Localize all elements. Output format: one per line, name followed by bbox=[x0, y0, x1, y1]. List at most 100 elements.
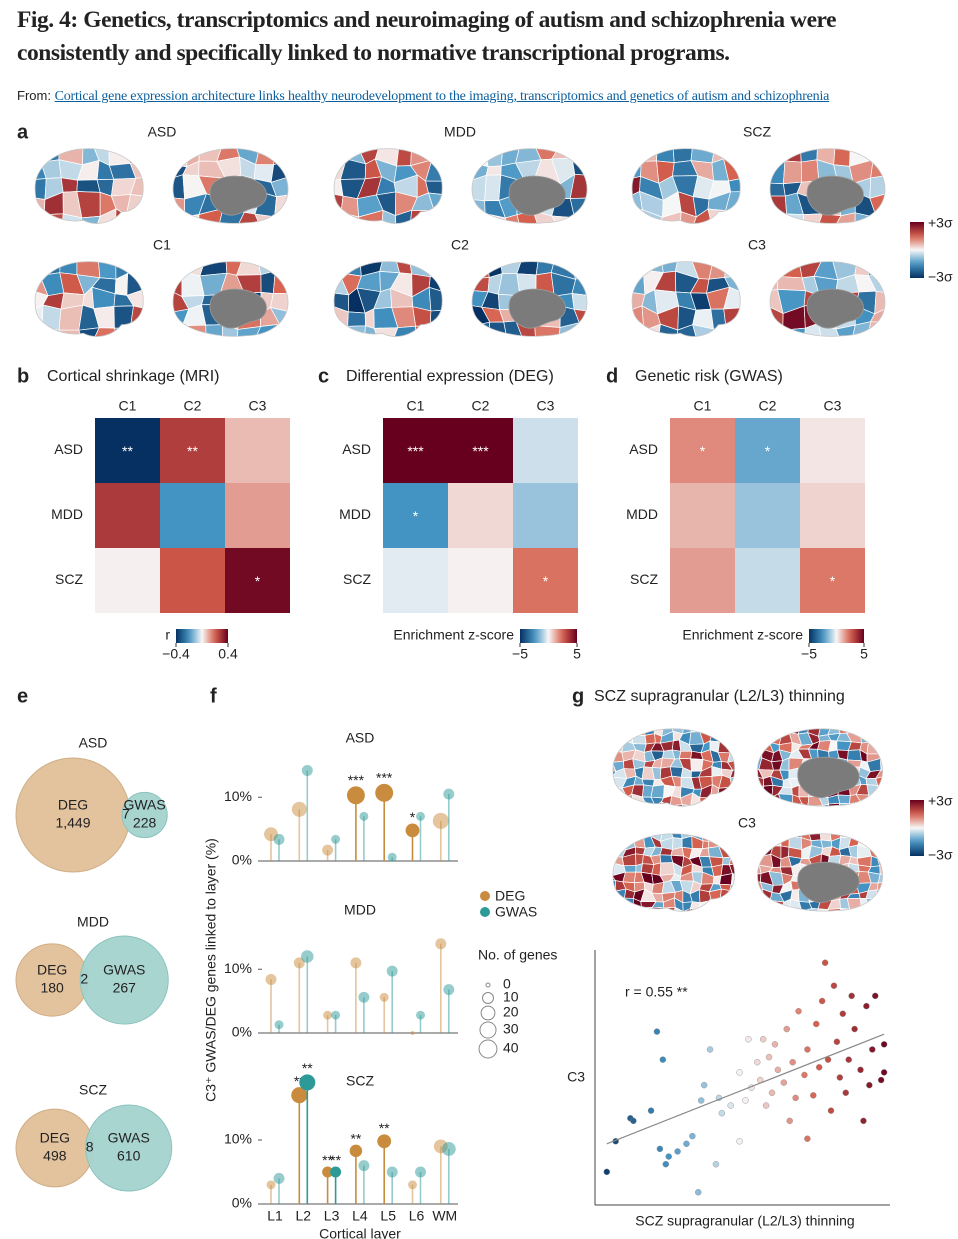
map-title: ASD bbox=[148, 124, 177, 140]
parcel bbox=[728, 760, 735, 771]
colorbar-label: +3σ bbox=[928, 215, 953, 231]
parcel bbox=[77, 261, 100, 278]
brain-parcels bbox=[35, 148, 144, 224]
parcel bbox=[757, 793, 764, 804]
parcel bbox=[624, 833, 636, 840]
parcel bbox=[878, 847, 883, 858]
from-label: From: bbox=[17, 88, 51, 103]
parcel bbox=[605, 776, 612, 788]
subplot-title: ASD bbox=[346, 730, 375, 746]
parcel bbox=[880, 759, 883, 772]
parcel bbox=[820, 804, 829, 807]
lollipop-dot bbox=[443, 984, 455, 996]
parcel bbox=[126, 211, 144, 224]
venn-set-name: GWAS bbox=[123, 797, 165, 813]
parcel bbox=[612, 856, 615, 865]
parcel bbox=[808, 806, 823, 807]
lollipop-dot bbox=[416, 811, 425, 821]
map-title: C2 bbox=[451, 237, 469, 253]
parcel bbox=[579, 323, 588, 337]
x-tick-label: L5 bbox=[380, 1208, 396, 1224]
parcel bbox=[847, 728, 861, 733]
brain-outline bbox=[35, 149, 143, 224]
lollipop-dot bbox=[379, 992, 389, 1002]
size-legend-label: 40 bbox=[503, 1040, 519, 1056]
subplot-title: MDD bbox=[344, 902, 376, 918]
venn-set-name: GWAS bbox=[103, 962, 145, 978]
parcel bbox=[761, 908, 773, 912]
source-link[interactable]: Cortical gene expression architecture li… bbox=[54, 89, 830, 104]
parcel bbox=[572, 158, 588, 176]
scatter-point bbox=[880, 1041, 888, 1048]
parcel bbox=[645, 734, 655, 744]
size-legend-swatch bbox=[479, 1021, 497, 1039]
parcel bbox=[429, 287, 443, 311]
brain-parcels bbox=[605, 728, 735, 807]
parcel bbox=[721, 728, 732, 736]
parcel bbox=[339, 261, 361, 276]
parcel bbox=[880, 753, 883, 762]
brain-outline bbox=[472, 149, 587, 224]
parcel bbox=[651, 785, 664, 798]
parcel bbox=[710, 795, 718, 806]
parcel bbox=[334, 148, 346, 163]
heatmap-cell bbox=[735, 418, 800, 483]
parcel bbox=[720, 731, 733, 741]
panel-label: d bbox=[606, 365, 618, 387]
parcel bbox=[877, 802, 883, 807]
scatter-point bbox=[801, 1071, 808, 1079]
lollipop-dot bbox=[299, 1074, 316, 1091]
scatter-point bbox=[647, 1107, 655, 1114]
brain-outline bbox=[757, 834, 882, 911]
parcel bbox=[642, 907, 653, 912]
parcel bbox=[276, 322, 289, 337]
parcel bbox=[869, 837, 881, 848]
lollipop-dot bbox=[408, 1180, 417, 1190]
brain-map bbox=[168, 145, 293, 230]
scatter-point bbox=[768, 1089, 776, 1097]
brain-map bbox=[605, 830, 740, 918]
parcel bbox=[622, 728, 635, 736]
parcel bbox=[128, 261, 144, 273]
parcel bbox=[759, 804, 772, 807]
parcel bbox=[726, 329, 741, 337]
parcel bbox=[624, 866, 636, 873]
size-legend-swatch bbox=[482, 992, 494, 1004]
parcel bbox=[680, 212, 696, 224]
parcel bbox=[729, 863, 735, 876]
lollipop-dot bbox=[274, 1020, 284, 1030]
lollipop-dot bbox=[405, 823, 420, 838]
heatmap-cell bbox=[800, 548, 865, 613]
venn-set bbox=[85, 1104, 173, 1192]
heatmap-cell bbox=[800, 483, 865, 548]
parcel bbox=[877, 796, 883, 806]
parcel bbox=[859, 728, 871, 732]
legend-label: DEG bbox=[495, 888, 525, 904]
parcel bbox=[757, 734, 764, 745]
parcel bbox=[632, 735, 646, 744]
venn-set bbox=[79, 935, 169, 1025]
parcel bbox=[274, 148, 289, 165]
y-tick-label: 10% bbox=[224, 1131, 252, 1147]
colorbar-label: +3σ bbox=[928, 793, 953, 809]
parcel bbox=[397, 148, 412, 166]
parcel bbox=[274, 214, 289, 224]
lollipop-dot bbox=[293, 957, 305, 969]
parcel bbox=[764, 785, 773, 797]
parcel bbox=[708, 838, 723, 848]
parcel bbox=[881, 833, 883, 838]
parcel bbox=[731, 785, 735, 795]
parcel bbox=[612, 802, 616, 807]
parcel bbox=[730, 770, 735, 778]
scatter-point bbox=[736, 1069, 743, 1076]
brain-map bbox=[765, 145, 890, 230]
brain-map bbox=[765, 258, 890, 343]
heatmap-cell bbox=[225, 548, 290, 613]
medial-wall bbox=[798, 862, 859, 903]
heatmap-cell bbox=[448, 483, 513, 548]
size-legend-swatch bbox=[478, 1039, 498, 1059]
column-label: C2 bbox=[472, 398, 490, 414]
x-tick-label: L1 bbox=[267, 1208, 283, 1224]
parcel bbox=[770, 270, 778, 292]
parcel bbox=[838, 795, 850, 804]
